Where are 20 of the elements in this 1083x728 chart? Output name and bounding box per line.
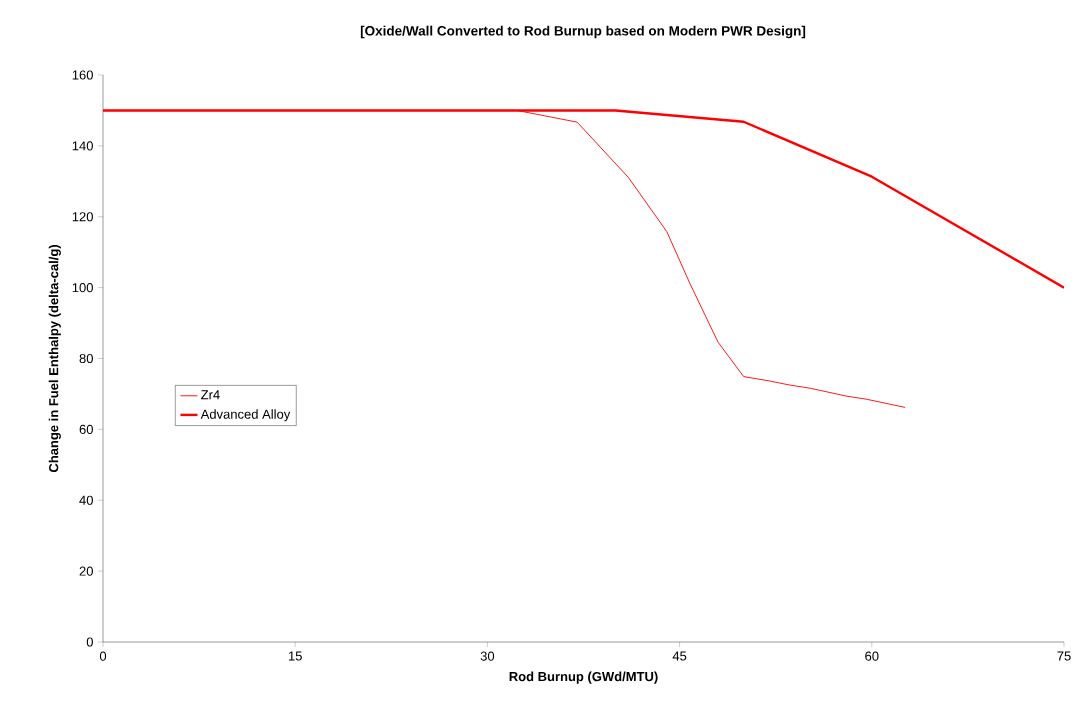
x-tick-label: 0	[99, 651, 107, 661]
legend-label: Zr4	[201, 390, 220, 400]
legend-label: Advanced Alloy	[200, 409, 291, 422]
y-tick-label: 140	[72, 141, 93, 151]
y-tick-label: 20	[79, 566, 93, 576]
x-axis-title: Rod Burnup (GWd/MTU)	[509, 671, 658, 684]
x-tick-label: 75	[1057, 651, 1071, 661]
y-tick-label: 0	[86, 637, 93, 647]
y-tick-label: 80	[79, 353, 93, 364]
x-tick-label: 15	[288, 651, 302, 661]
x-tick-label: 60	[865, 651, 879, 661]
y-tick-label: 40	[79, 495, 93, 505]
y-tick-label: 160	[72, 70, 93, 80]
y-axis-title: Change in Fuel Enthalpy (delta-cal/g)	[48, 245, 61, 473]
chart-title: [Oxide/Wall Converted to Rod Burnup based on Modern PWR Design]	[360, 25, 806, 39]
x-tick-label: 45	[672, 651, 687, 661]
y-tick-label: 100	[72, 283, 93, 293]
y-tick-label: 120	[72, 212, 93, 222]
x-tick-label: 30	[480, 651, 495, 661]
y-tick-label: 60	[79, 424, 93, 434]
